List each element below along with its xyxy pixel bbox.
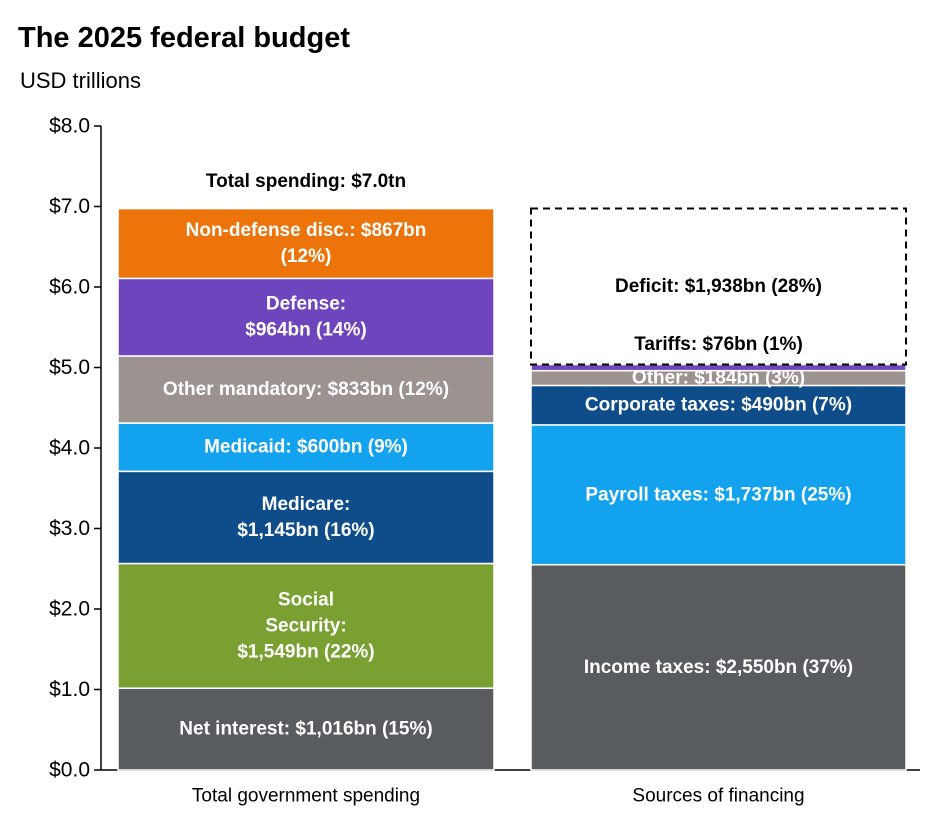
segment-label: $964bn (14%) — [245, 320, 366, 341]
y-tick-label: $6.0 — [49, 276, 90, 299]
x-category-label: Sources of financing — [632, 786, 804, 807]
bar-segment — [117, 277, 495, 357]
y-tick-label: $4.0 — [49, 437, 90, 460]
segment-label: $1,549bn (22%) — [237, 641, 374, 662]
y-tick-label: $1.0 — [49, 678, 90, 701]
segment-label: Deficit: $1,938bn (28%) — [615, 276, 822, 297]
y-tick-label: $3.0 — [49, 517, 90, 540]
segment-label: Income taxes: $2,550bn (37%) — [584, 657, 853, 678]
y-tick-label: $5.0 — [49, 356, 90, 379]
bar-segment — [530, 207, 907, 366]
chart-subtitle: USD trillions — [20, 68, 142, 93]
segment-label: Net interest: $1,016bn (15%) — [179, 719, 432, 740]
bar-segment — [117, 207, 495, 280]
y-tick-label: $2.0 — [49, 598, 90, 621]
y-tick-label: $0.0 — [49, 759, 90, 782]
total-spending-label: Total spending: $7.0tn — [206, 171, 406, 192]
segment-label: Corporate taxes: $490bn (7%) — [585, 395, 852, 416]
segment-label: Other mandatory: $833bn (12%) — [163, 379, 449, 400]
bar-segment — [117, 562, 495, 689]
chart-title: The 2025 federal budget — [18, 22, 350, 54]
bar-segment — [530, 384, 907, 426]
bar-segment — [117, 470, 495, 565]
bar-segment — [117, 355, 495, 424]
segment-label: Medicare: — [262, 494, 351, 515]
segment-label: $1,145bn (16%) — [237, 520, 374, 541]
tariffs-callout: Tariffs: $76bn (1%) — [634, 334, 803, 355]
bar-segment — [530, 563, 907, 771]
bar-segment — [117, 422, 495, 473]
x-category-label: Total government spending — [192, 786, 420, 807]
segment-label: Security: — [265, 615, 346, 636]
segment-label: Other: $184bn (3%) — [632, 368, 805, 389]
segment-label: Non-defense disc.: $867bn — [186, 220, 427, 241]
segment-label: Social — [278, 589, 334, 610]
segment-label: (12%) — [281, 246, 332, 267]
segment-label: Medicaid: $600bn (9%) — [204, 437, 408, 458]
segment-label: Defense: — [266, 294, 346, 315]
y-tick-label: $7.0 — [49, 195, 90, 218]
bar-segment — [117, 687, 495, 771]
bar-segment — [530, 363, 907, 372]
segment-label: Payroll taxes: $1,737bn (25%) — [585, 484, 851, 505]
y-tick-label: $8.0 — [49, 115, 90, 138]
